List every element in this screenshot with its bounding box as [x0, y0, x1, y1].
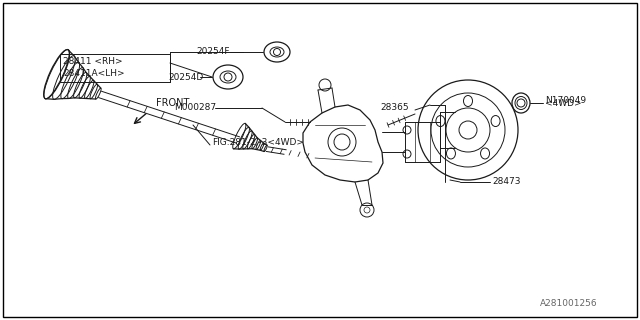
- Text: M000287: M000287: [174, 103, 216, 113]
- Text: 28411A<LH>: 28411A<LH>: [63, 69, 125, 78]
- Text: FRONT: FRONT: [156, 98, 189, 108]
- Text: <4WD>: <4WD>: [545, 99, 582, 108]
- Text: FIG.281-2,-3<4WD>: FIG.281-2,-3<4WD>: [212, 138, 304, 147]
- Bar: [60, 54, 170, 82]
- Text: A281001256: A281001256: [540, 299, 598, 308]
- Text: 28473: 28473: [492, 178, 520, 187]
- Text: 28411 <RH>: 28411 <RH>: [63, 58, 123, 67]
- Text: N170049: N170049: [545, 96, 586, 105]
- Text: 20254F: 20254F: [196, 47, 230, 57]
- Text: 20254D: 20254D: [168, 73, 204, 82]
- Text: 28365: 28365: [380, 102, 408, 111]
